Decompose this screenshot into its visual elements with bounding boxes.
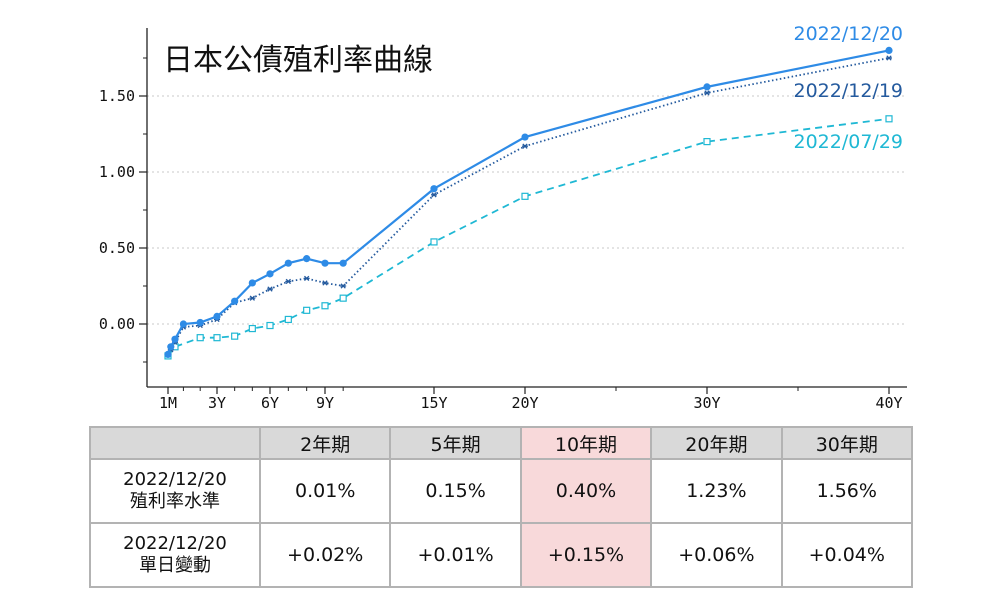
data-point [167,343,175,351]
table-row: 2022/12/20 單日變動 +0.02% +0.01% +0.15% +0.… [89,522,914,588]
data-point [430,185,438,193]
table-cell: 0.01% [258,458,392,524]
table-cell-highlighted: +0.15% [519,522,653,588]
axes: 0.00 0.50 1.00 1.50 1M 3Y 6Y 9Y 15Y 20Y 30Y 40Y [99,28,907,412]
row-date: 2022/12/20 [123,533,227,554]
data-point [266,270,274,278]
data-point [431,192,437,198]
series-layer [164,46,893,360]
data-point [196,318,204,327]
data-point [339,294,347,302]
y-tick-label: 0.50 [99,239,135,257]
table-row: 2022/12/20 殖利率水準 0.01% 0.15% 0.40% 1.23%… [89,458,914,524]
table-cell: +0.06% [650,522,783,588]
header-cell-5y: 5年期 [389,426,522,460]
data-point [321,302,329,310]
y-tick-label: 0.00 [99,315,135,333]
data-point [171,335,179,343]
data-point [340,283,347,289]
series-2022-07-29 [164,115,893,360]
data-point [267,286,273,292]
data-point [284,259,292,267]
data-point [248,324,256,333]
data-point [303,255,311,263]
data-point [704,90,710,96]
table-cell: +0.04% [780,522,914,588]
series-line [167,57,890,355]
x-tick-label: 30Y [693,394,720,412]
data-point [248,279,256,287]
header-cell-20y: 20年期 [650,426,783,460]
data-point [249,295,256,301]
data-point [339,259,347,267]
data-point [522,143,528,149]
row-date: 2022/12/20 [123,469,227,490]
data-point [179,320,188,328]
row-header-yield-level: 2022/12/20 殖利率水準 [89,458,261,524]
table-cell: 1.56% [780,458,914,524]
data-point [231,332,239,340]
header-cell-empty [89,426,261,460]
table-cell: +0.02% [258,522,392,588]
yield-table: 2年期 5年期 10年期 20年期 30年期 2022/12/20 殖利率水準 … [89,426,914,588]
data-point [231,297,239,305]
table-cell: 0.15% [389,458,522,524]
table-cell-highlighted: 0.40% [519,458,653,524]
data-point [321,259,329,267]
series-2022-12-19 [165,55,892,358]
data-point [213,312,221,320]
series-label-2022-12-20: 2022/12/20 [793,23,903,45]
data-point [703,138,711,146]
chart-title: 日本公債殖利率曲線 [163,43,433,78]
x-tick-label: 20Y [511,394,538,412]
x-tick-label: 3Y [208,394,226,412]
data-point [885,46,893,55]
x-tick-label: 1M [159,394,177,412]
row-label: 單日變動 [139,555,211,576]
data-point [521,192,529,200]
series-2022-12-20 [164,46,893,358]
header-cell-30y: 30年期 [780,426,914,460]
y-tick-label: 1.00 [99,163,135,181]
series-line [167,117,890,357]
x-tick-label: 9Y [316,394,334,412]
table-cell: 1.23% [650,458,783,524]
header-cell-2y: 2年期 [258,426,392,460]
table-header-row: 2年期 5年期 10年期 20年期 30年期 [89,426,914,460]
table-cell: +0.01% [389,522,522,588]
header-cell-10y: 10年期 [519,426,653,460]
data-point [886,55,892,61]
data-point [322,280,328,286]
x-tick-label: 15Y [420,394,447,412]
data-point [303,275,310,282]
data-point [285,278,292,285]
data-point [266,321,274,330]
data-point [303,306,311,314]
yield-curve-chart: 0.00 0.50 1.00 1.50 1M 3Y 6Y 9Y 15Y 20Y 30Y 40Y 日本公… [99,23,907,412]
x-tick-label: 40Y [875,394,902,412]
data-point [213,334,221,342]
series-label-2022-12-19: 2022/12/19 [793,80,903,102]
data-point [284,315,292,324]
data-point [430,238,438,246]
data-point [196,334,204,342]
row-header-daily-change: 2022/12/20 單日變動 [89,522,261,588]
row-label: 殖利率水準 [130,491,220,512]
data-point [164,350,172,358]
data-point [885,115,893,123]
data-point [521,133,529,141]
y-tick-label: 1.50 [99,87,135,105]
data-point [703,83,711,91]
series-label-2022-07-29: 2022/07/29 [793,131,903,153]
x-tick-label: 6Y [261,394,279,412]
